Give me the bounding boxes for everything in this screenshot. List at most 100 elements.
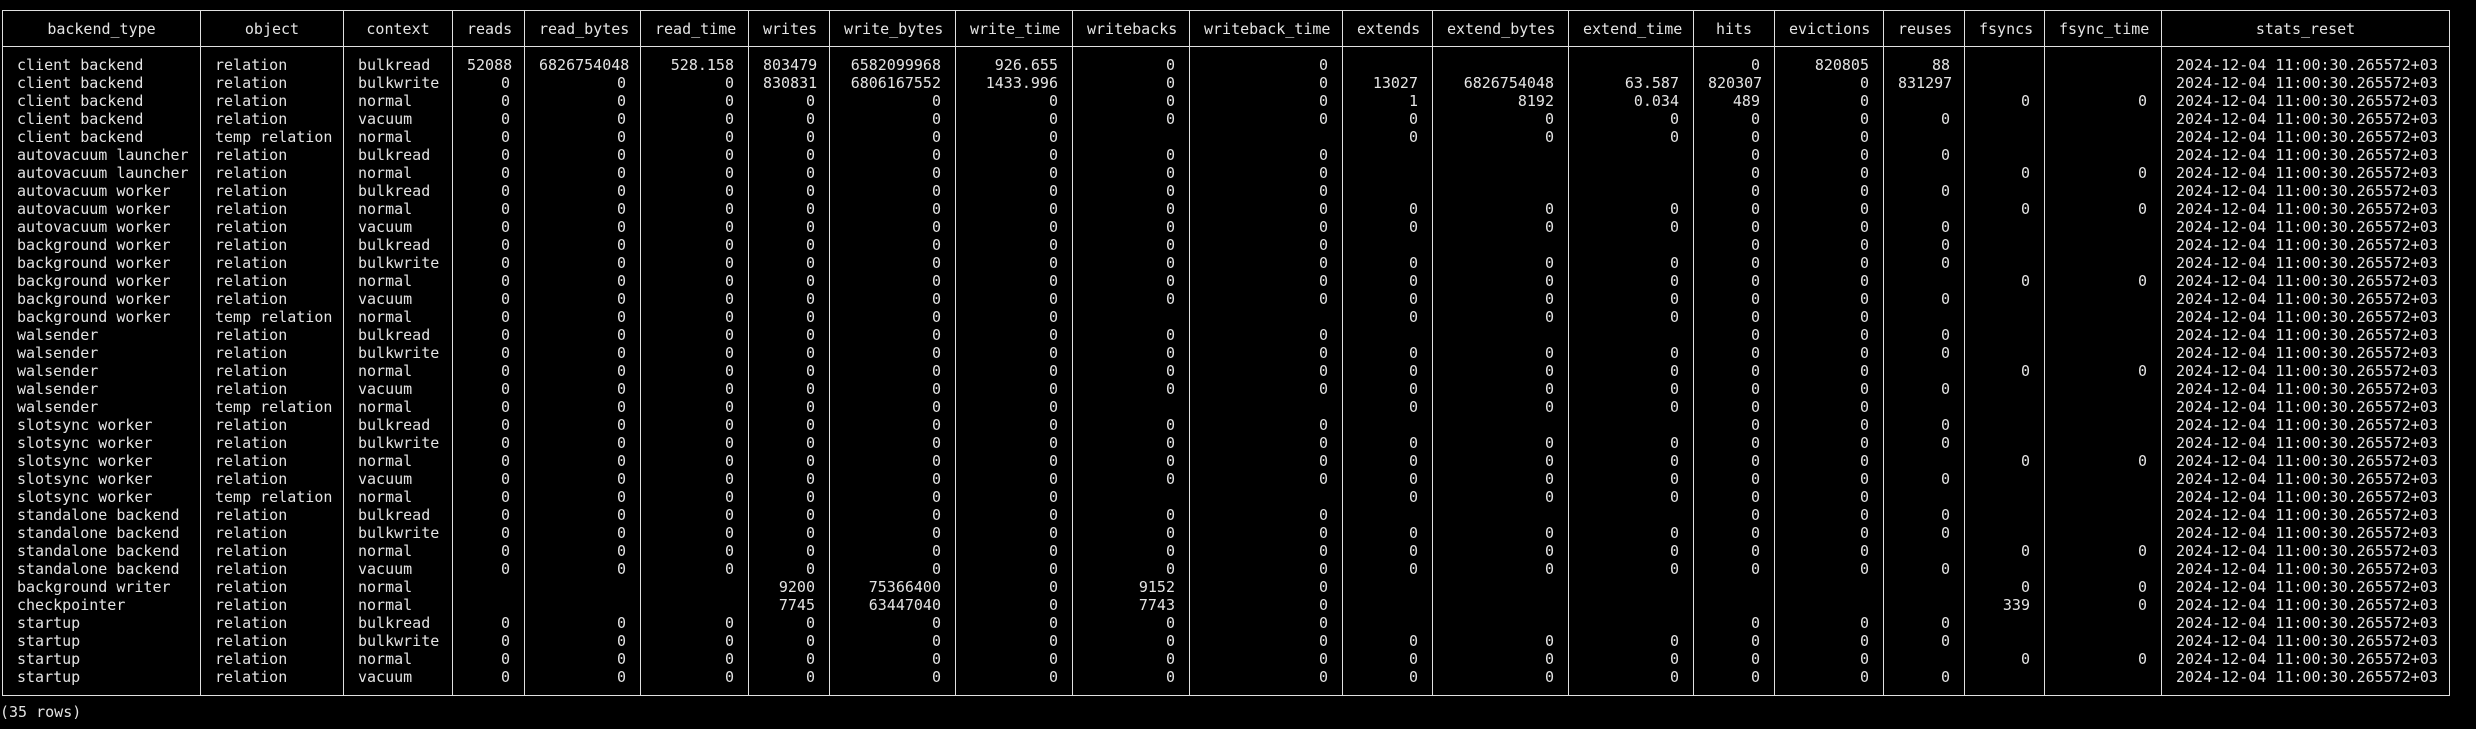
cell-extend-time xyxy=(1568,56,1694,74)
cell-context: normal xyxy=(343,452,453,470)
cell-stats-reset: 2024-12-04 11:00:30.265572+03 xyxy=(2161,362,2450,380)
table-row: walsender temp relation normal 0 0 0 0 0 0 0 0 0 0 0 2… xyxy=(2,398,2450,416)
cell-writebacks: 0 xyxy=(1072,614,1190,632)
cell-context: normal xyxy=(343,650,453,668)
cell-stats-reset: 2024-12-04 11:00:30.265572+03 xyxy=(2161,578,2450,596)
cell-extends xyxy=(1342,56,1433,74)
cell-write-bytes: 0 xyxy=(829,290,956,308)
cell-reads: 0 xyxy=(452,110,525,128)
cell-extends: 0 xyxy=(1342,128,1433,146)
cell-evictions: 0 xyxy=(1774,290,1884,308)
cell-extend-bytes: 0 xyxy=(1432,524,1569,542)
cell-stats-reset: 2024-12-04 11:00:30.265572+03 xyxy=(2161,164,2450,182)
cell-read-time: 0 xyxy=(640,164,749,182)
cell-fsync-time: 0 xyxy=(2044,596,2162,614)
cell-reuses: 0 xyxy=(1883,524,1965,542)
cell-fsyncs xyxy=(1964,146,2045,164)
cell-context: normal xyxy=(343,398,453,416)
cell-extends xyxy=(1342,614,1433,632)
cell-extends xyxy=(1342,182,1433,200)
cell-extend-bytes xyxy=(1432,164,1569,182)
cell-backend-type: standalone backend xyxy=(2,524,201,542)
cell-write-bytes: 0 xyxy=(829,416,956,434)
cell-extend-time: 0 xyxy=(1568,218,1694,236)
cell-fsync-time xyxy=(2044,434,2162,452)
cell-read-time: 0 xyxy=(640,218,749,236)
cell-write-bytes: 0 xyxy=(829,614,956,632)
cell-fsyncs: 0 xyxy=(1964,272,2045,290)
cell-writeback-time: 0 xyxy=(1189,596,1343,614)
cell-hits: 0 xyxy=(1693,560,1775,578)
cell-reads: 0 xyxy=(452,182,525,200)
cell-read-time: 0 xyxy=(640,362,749,380)
cell-evictions xyxy=(1774,578,1884,596)
cell-read-bytes: 0 xyxy=(524,524,641,542)
cell-writebacks: 0 xyxy=(1072,164,1190,182)
cell-context: vacuum xyxy=(343,560,453,578)
cell-write-bytes: 0 xyxy=(829,236,956,254)
cell-reads: 0 xyxy=(452,470,525,488)
cell-extends: 0 xyxy=(1342,308,1433,326)
cell-evictions: 0 xyxy=(1774,542,1884,560)
cell-extend-bytes: 0 xyxy=(1432,398,1569,416)
cell-fsyncs xyxy=(1964,290,2045,308)
cell-write-bytes: 0 xyxy=(829,668,956,686)
cell-context: bulkwrite xyxy=(343,344,453,362)
cell-reuses: 0 xyxy=(1883,146,1965,164)
cell-writeback-time: 0 xyxy=(1189,254,1343,272)
cell-writeback-time: 0 xyxy=(1189,290,1343,308)
cell-fsync-time xyxy=(2044,182,2162,200)
cell-evictions: 0 xyxy=(1774,524,1884,542)
cell-fsyncs xyxy=(1964,254,2045,272)
cell-reads: 0 xyxy=(452,488,525,506)
cell-evictions: 0 xyxy=(1774,506,1884,524)
cell-read-time: 0 xyxy=(640,254,749,272)
table-row: slotsync worker relation bulkwrite 0 0 0 0 0 0 0 0… xyxy=(2,434,2450,452)
cell-write-bytes: 0 xyxy=(829,254,956,272)
table-row: background worker relation bulkwrite 0 0 0 0 0 0… xyxy=(2,254,2450,272)
cell-context: bulkread xyxy=(343,416,453,434)
cell-reads: 0 xyxy=(452,506,525,524)
cell-writes: 830831 xyxy=(748,74,830,92)
cell-write-bytes: 0 xyxy=(829,560,956,578)
cell-write-time: 0 xyxy=(955,128,1073,146)
cell-object: relation xyxy=(200,200,344,218)
cell-write-time: 0 xyxy=(955,362,1073,380)
cell-fsync-time: 0 xyxy=(2044,200,2162,218)
cell-read-bytes xyxy=(524,596,641,614)
cell-backend-type: autovacuum worker xyxy=(2,182,201,200)
cell-extends: 0 xyxy=(1342,380,1433,398)
cell-object: relation xyxy=(200,236,344,254)
cell-writebacks: 0 xyxy=(1072,110,1190,128)
cell-writebacks: 0 xyxy=(1072,452,1190,470)
cell-object: relation xyxy=(200,416,344,434)
cell-stats-reset: 2024-12-04 11:00:30.265572+03 xyxy=(2161,668,2450,686)
cell-writeback-time: 0 xyxy=(1189,524,1343,542)
cell-reads: 0 xyxy=(452,542,525,560)
cell-read-bytes: 0 xyxy=(524,200,641,218)
cell-hits: 0 xyxy=(1693,380,1775,398)
cell-writeback-time: 0 xyxy=(1189,650,1343,668)
cell-write-bytes: 0 xyxy=(829,506,956,524)
cell-hits: 0 xyxy=(1693,470,1775,488)
cell-stats-reset: 2024-12-04 11:00:30.265572+03 xyxy=(2161,200,2450,218)
cell-extends: 0 xyxy=(1342,200,1433,218)
cell-reads: 0 xyxy=(452,380,525,398)
cell-write-bytes: 0 xyxy=(829,344,956,362)
cell-writebacks: 0 xyxy=(1072,344,1190,362)
cell-backend-type: background worker xyxy=(2,308,201,326)
cell-write-time: 0 xyxy=(955,290,1073,308)
cell-object: relation xyxy=(200,632,344,650)
cell-context: vacuum xyxy=(343,470,453,488)
cell-writeback-time: 0 xyxy=(1189,380,1343,398)
cell-context: bulkread xyxy=(343,56,453,74)
cell-object: relation xyxy=(200,578,344,596)
cell-extend-time xyxy=(1568,596,1694,614)
cell-writes: 0 xyxy=(748,308,830,326)
cell-extend-time xyxy=(1568,416,1694,434)
cell-hits: 0 xyxy=(1693,452,1775,470)
table-row: standalone backend relation bulkwrite 0 0 0 0 0… xyxy=(2,524,2450,542)
cell-read-bytes: 0 xyxy=(524,128,641,146)
cell-hits: 0 xyxy=(1693,56,1775,74)
cell-fsyncs xyxy=(1964,236,2045,254)
